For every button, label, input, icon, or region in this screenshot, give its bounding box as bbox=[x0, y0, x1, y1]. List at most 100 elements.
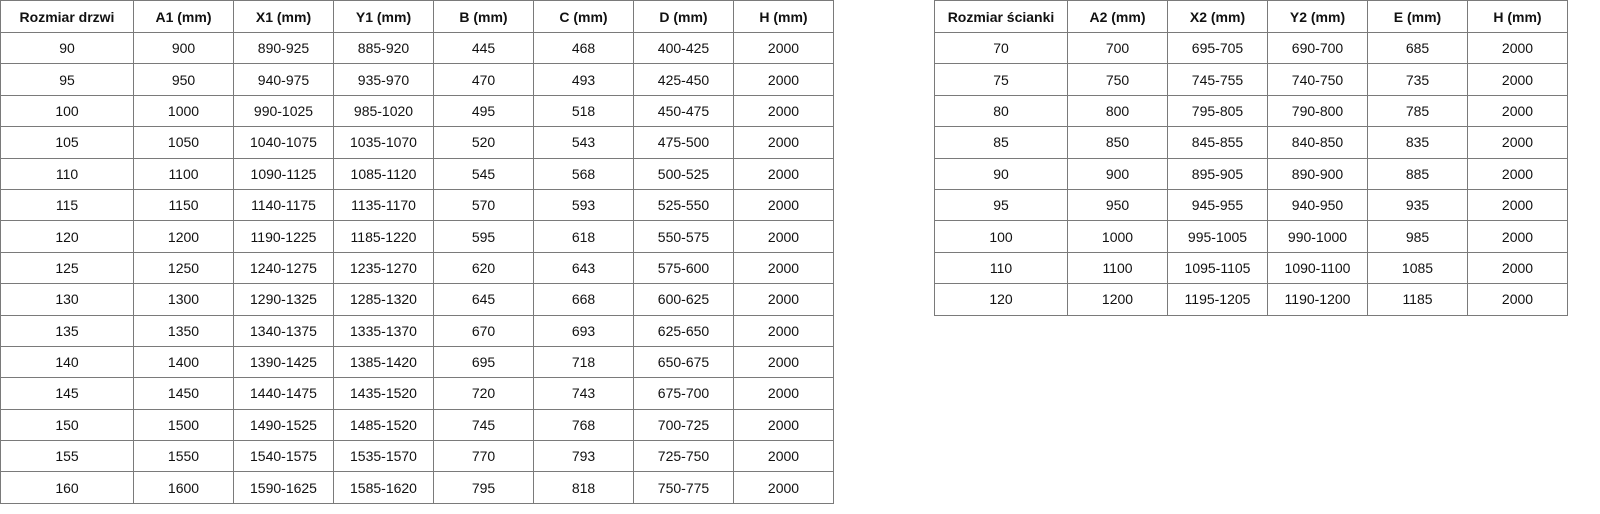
table-cell: 885 bbox=[1367, 157, 1468, 190]
table-cell: 1485-1520 bbox=[333, 408, 434, 442]
table-row: 150 1500 1490-1525 1485-1520 745 768 700-725 20… bbox=[0, 408, 834, 442]
table-cell: 445 bbox=[433, 31, 534, 65]
table-cell: 750-775 bbox=[633, 471, 734, 504]
table-cell: 75 bbox=[934, 63, 1068, 96]
table-cell: 1000 bbox=[1067, 220, 1168, 253]
table-cell: 2000 bbox=[1467, 220, 1568, 253]
table-cell: 793 bbox=[533, 440, 634, 473]
table-cell: 2000 bbox=[733, 31, 834, 65]
table-cell: 1195-1205 bbox=[1167, 283, 1268, 316]
table-cell: 1000 bbox=[133, 94, 234, 128]
column-header: D (mm) bbox=[633, 0, 734, 33]
table-cell: 940-950 bbox=[1267, 188, 1368, 222]
table-row: 140 1400 1390-1425 1385-1420 695 718 650-675 20… bbox=[0, 345, 834, 379]
table-cell: 693 bbox=[533, 314, 634, 347]
table-row: 90 900 895-905 890-900 885 2000 bbox=[934, 157, 1568, 190]
table-cell: 700 bbox=[1067, 31, 1168, 65]
table-cell: 940-975 bbox=[233, 63, 334, 96]
table-cell: 2000 bbox=[733, 157, 834, 190]
table-cell: 135 bbox=[0, 314, 134, 347]
table-cell: 840-850 bbox=[1267, 126, 1368, 159]
table-cell: 140 bbox=[0, 345, 134, 379]
table-cell: 545 bbox=[433, 157, 534, 190]
table-cell: 670 bbox=[433, 314, 534, 347]
table-row: 130 1300 1290-1325 1285-1320 645 668 600-625 20… bbox=[0, 283, 834, 316]
column-header: X2 (mm) bbox=[1167, 0, 1268, 33]
table-cell: 2000 bbox=[733, 126, 834, 159]
table-cell: 950 bbox=[133, 63, 234, 96]
table-cell: 90 bbox=[934, 157, 1068, 190]
table-cell: 2000 bbox=[1467, 251, 1568, 285]
table-cell: 785 bbox=[1367, 94, 1468, 128]
table-cell: 100 bbox=[0, 94, 134, 128]
table-cell: 2000 bbox=[733, 377, 834, 410]
table-cell: 725-750 bbox=[633, 440, 734, 473]
table-cell: 120 bbox=[0, 220, 134, 253]
table-cell: 2000 bbox=[1467, 126, 1568, 159]
table-cell: 1350 bbox=[133, 314, 234, 347]
table-cell: 1090-1100 bbox=[1267, 251, 1368, 285]
table-cell: 1450 bbox=[133, 377, 234, 410]
table-cell: 990-1000 bbox=[1267, 220, 1368, 253]
table-cell: 2000 bbox=[733, 345, 834, 379]
table-cell: 2000 bbox=[1467, 188, 1568, 222]
table-cell: 675-700 bbox=[633, 377, 734, 410]
table-cell: 935-970 bbox=[333, 63, 434, 96]
table-cell: 1490-1525 bbox=[233, 408, 334, 442]
table-cell: 500-525 bbox=[633, 157, 734, 190]
table-cell: 470 bbox=[433, 63, 534, 96]
column-header: X1 (mm) bbox=[233, 0, 334, 33]
table-cell: 1100 bbox=[133, 157, 234, 190]
table-cell: 650-675 bbox=[633, 345, 734, 379]
table-cell: 2000 bbox=[733, 440, 834, 473]
table-row: 155 1550 1540-1575 1535-1570 770 793 725-750 20… bbox=[0, 440, 834, 473]
table-cell: 145 bbox=[0, 377, 134, 410]
table-cell: 995-1005 bbox=[1167, 220, 1268, 253]
table-cell: 120 bbox=[934, 283, 1068, 316]
table-cell: 1500 bbox=[133, 408, 234, 442]
table-cell: 1140-1175 bbox=[233, 188, 334, 222]
table-cell: 2000 bbox=[1467, 63, 1568, 96]
table-cell: 70 bbox=[934, 31, 1068, 65]
table-cell: 1100 bbox=[1067, 251, 1168, 285]
table-cell: 790-800 bbox=[1267, 94, 1368, 128]
table-cell: 160 bbox=[0, 471, 134, 504]
table-cell: 2000 bbox=[1467, 94, 1568, 128]
table-row: 90 900 890-925 885-920 445 468 400-425 2000 bbox=[0, 31, 834, 65]
table-row: 110 1100 1095-1105 1090-1100 1085 2000 bbox=[934, 251, 1568, 285]
table-cell: 645 bbox=[433, 283, 534, 316]
table-row: 85 850 845-855 840-850 835 2000 bbox=[934, 126, 1568, 159]
table-cell: 2000 bbox=[733, 314, 834, 347]
table-cell: 475-500 bbox=[633, 126, 734, 159]
table-cell: 593 bbox=[533, 188, 634, 222]
table-cell: 2000 bbox=[733, 63, 834, 96]
table-cell: 1300 bbox=[133, 283, 234, 316]
table-row: 95 950 940-975 935-970 470 493 425-450 2000 bbox=[0, 63, 834, 96]
table-row: 105 1050 1040-1075 1035-1070 520 543 475-500 20… bbox=[0, 126, 834, 159]
table-cell: 115 bbox=[0, 188, 134, 222]
table-cell: 520 bbox=[433, 126, 534, 159]
table-cell: 850 bbox=[1067, 126, 1168, 159]
table-cell: 1040-1075 bbox=[233, 126, 334, 159]
table-row: 110 1100 1090-1125 1085-1120 545 568 500-525 20… bbox=[0, 157, 834, 190]
table-cell: 625-650 bbox=[633, 314, 734, 347]
door-size-table: Rozmiar drzwi A1 (mm) X1 (mm) Y1 (mm) B (mm)… bbox=[0, 0, 834, 504]
table-cell: 1050 bbox=[133, 126, 234, 159]
table-cell: 80 bbox=[934, 94, 1068, 128]
table-cell: 900 bbox=[1067, 157, 1168, 190]
header-row: Rozmiar ścianki A2 (mm) X2 (mm) Y2 (mm) E (m… bbox=[934, 0, 1568, 33]
table-cell: 990-1025 bbox=[233, 94, 334, 128]
table-cell: 543 bbox=[533, 126, 634, 159]
column-header: Rozmiar ścianki bbox=[934, 0, 1068, 33]
table-cell: 935 bbox=[1367, 188, 1468, 222]
table-cell: 720 bbox=[433, 377, 534, 410]
table-cell: 795-805 bbox=[1167, 94, 1268, 128]
table-cell: 1090-1125 bbox=[233, 157, 334, 190]
table-row: 100 1000 990-1025 985-1020 495 518 450-475 2000 bbox=[0, 94, 834, 128]
table-cell: 1385-1420 bbox=[333, 345, 434, 379]
table-cell: 1400 bbox=[133, 345, 234, 379]
table-cell: 1340-1375 bbox=[233, 314, 334, 347]
table-cell: 1600 bbox=[133, 471, 234, 504]
table-cell: 2000 bbox=[733, 471, 834, 504]
table-cell: 1200 bbox=[1067, 283, 1168, 316]
